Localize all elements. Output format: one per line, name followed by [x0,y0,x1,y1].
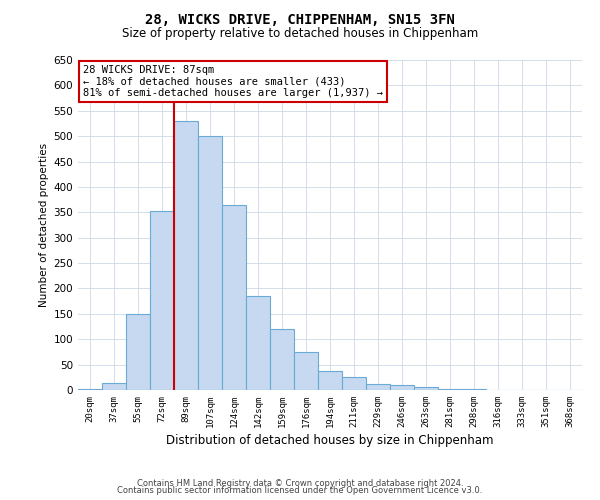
Bar [222,204,246,390]
Bar [318,370,342,390]
Bar [414,388,438,390]
Bar [174,121,198,390]
Bar [150,211,174,390]
Bar [126,314,150,390]
Bar [78,389,102,390]
Text: Size of property relative to detached houses in Chippenham: Size of property relative to detached ho… [122,28,478,40]
Text: 28 WICKS DRIVE: 87sqm
← 18% of detached houses are smaller (433)
81% of semi-det: 28 WICKS DRIVE: 87sqm ← 18% of detached … [83,65,383,98]
Y-axis label: Number of detached properties: Number of detached properties [39,143,49,307]
Bar [294,352,318,390]
Bar [102,384,126,390]
Text: Contains public sector information licensed under the Open Government Licence v3: Contains public sector information licen… [118,486,482,495]
Bar [438,389,462,390]
Text: 28, WICKS DRIVE, CHIPPENHAM, SN15 3FN: 28, WICKS DRIVE, CHIPPENHAM, SN15 3FN [145,12,455,26]
X-axis label: Distribution of detached houses by size in Chippenham: Distribution of detached houses by size … [166,434,494,447]
Bar [366,384,390,390]
Bar [246,296,270,390]
Bar [270,329,294,390]
Bar [342,378,366,390]
Bar [198,136,222,390]
Bar [390,385,414,390]
Text: Contains HM Land Registry data © Crown copyright and database right 2024.: Contains HM Land Registry data © Crown c… [137,478,463,488]
